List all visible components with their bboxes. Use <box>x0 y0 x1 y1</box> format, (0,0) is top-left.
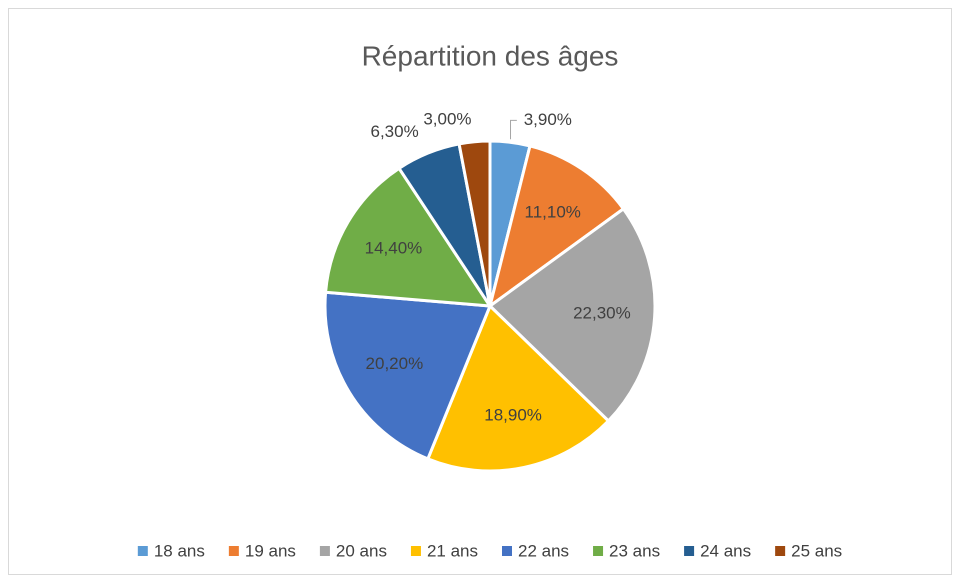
legend-swatch <box>137 546 148 556</box>
pie-slice <box>457 139 492 307</box>
pie-slice <box>487 144 626 310</box>
legend-swatch <box>684 546 695 556</box>
pie-slice <box>323 166 493 308</box>
legend-label: 19 ans <box>245 541 296 560</box>
data-label: 22,30% <box>573 303 631 322</box>
legend-swatch <box>228 546 239 556</box>
data-label: 6,30% <box>370 122 418 141</box>
leader-line <box>510 119 517 140</box>
legend-swatch <box>410 546 421 556</box>
legend-label: 23 ans <box>609 541 660 560</box>
legend-label: 25 ans <box>791 541 842 560</box>
data-label: 3,90% <box>524 110 572 129</box>
legend-swatch <box>502 546 512 556</box>
data-label: 18,90% <box>484 405 542 424</box>
data-label: 11,10% <box>525 202 581 221</box>
legend-label: 24 ans <box>700 541 751 560</box>
pie-slice <box>425 303 611 473</box>
pie-slice <box>487 206 657 424</box>
chart-title: Répartition des âges <box>362 40 619 71</box>
legend-label: 21 ans <box>427 541 478 560</box>
legend-label: 20 ans <box>336 541 387 560</box>
legend-swatch <box>319 546 330 556</box>
data-label: 20,20% <box>366 354 424 373</box>
pie-slice <box>323 290 493 461</box>
legend-label: 18 ans <box>154 541 205 560</box>
legend-label: 22 ans <box>518 541 569 560</box>
data-label: 3,00% <box>423 109 471 128</box>
data-label: 14,40% <box>365 238 423 257</box>
legend-swatch <box>593 546 604 556</box>
legend-swatch <box>775 546 786 556</box>
